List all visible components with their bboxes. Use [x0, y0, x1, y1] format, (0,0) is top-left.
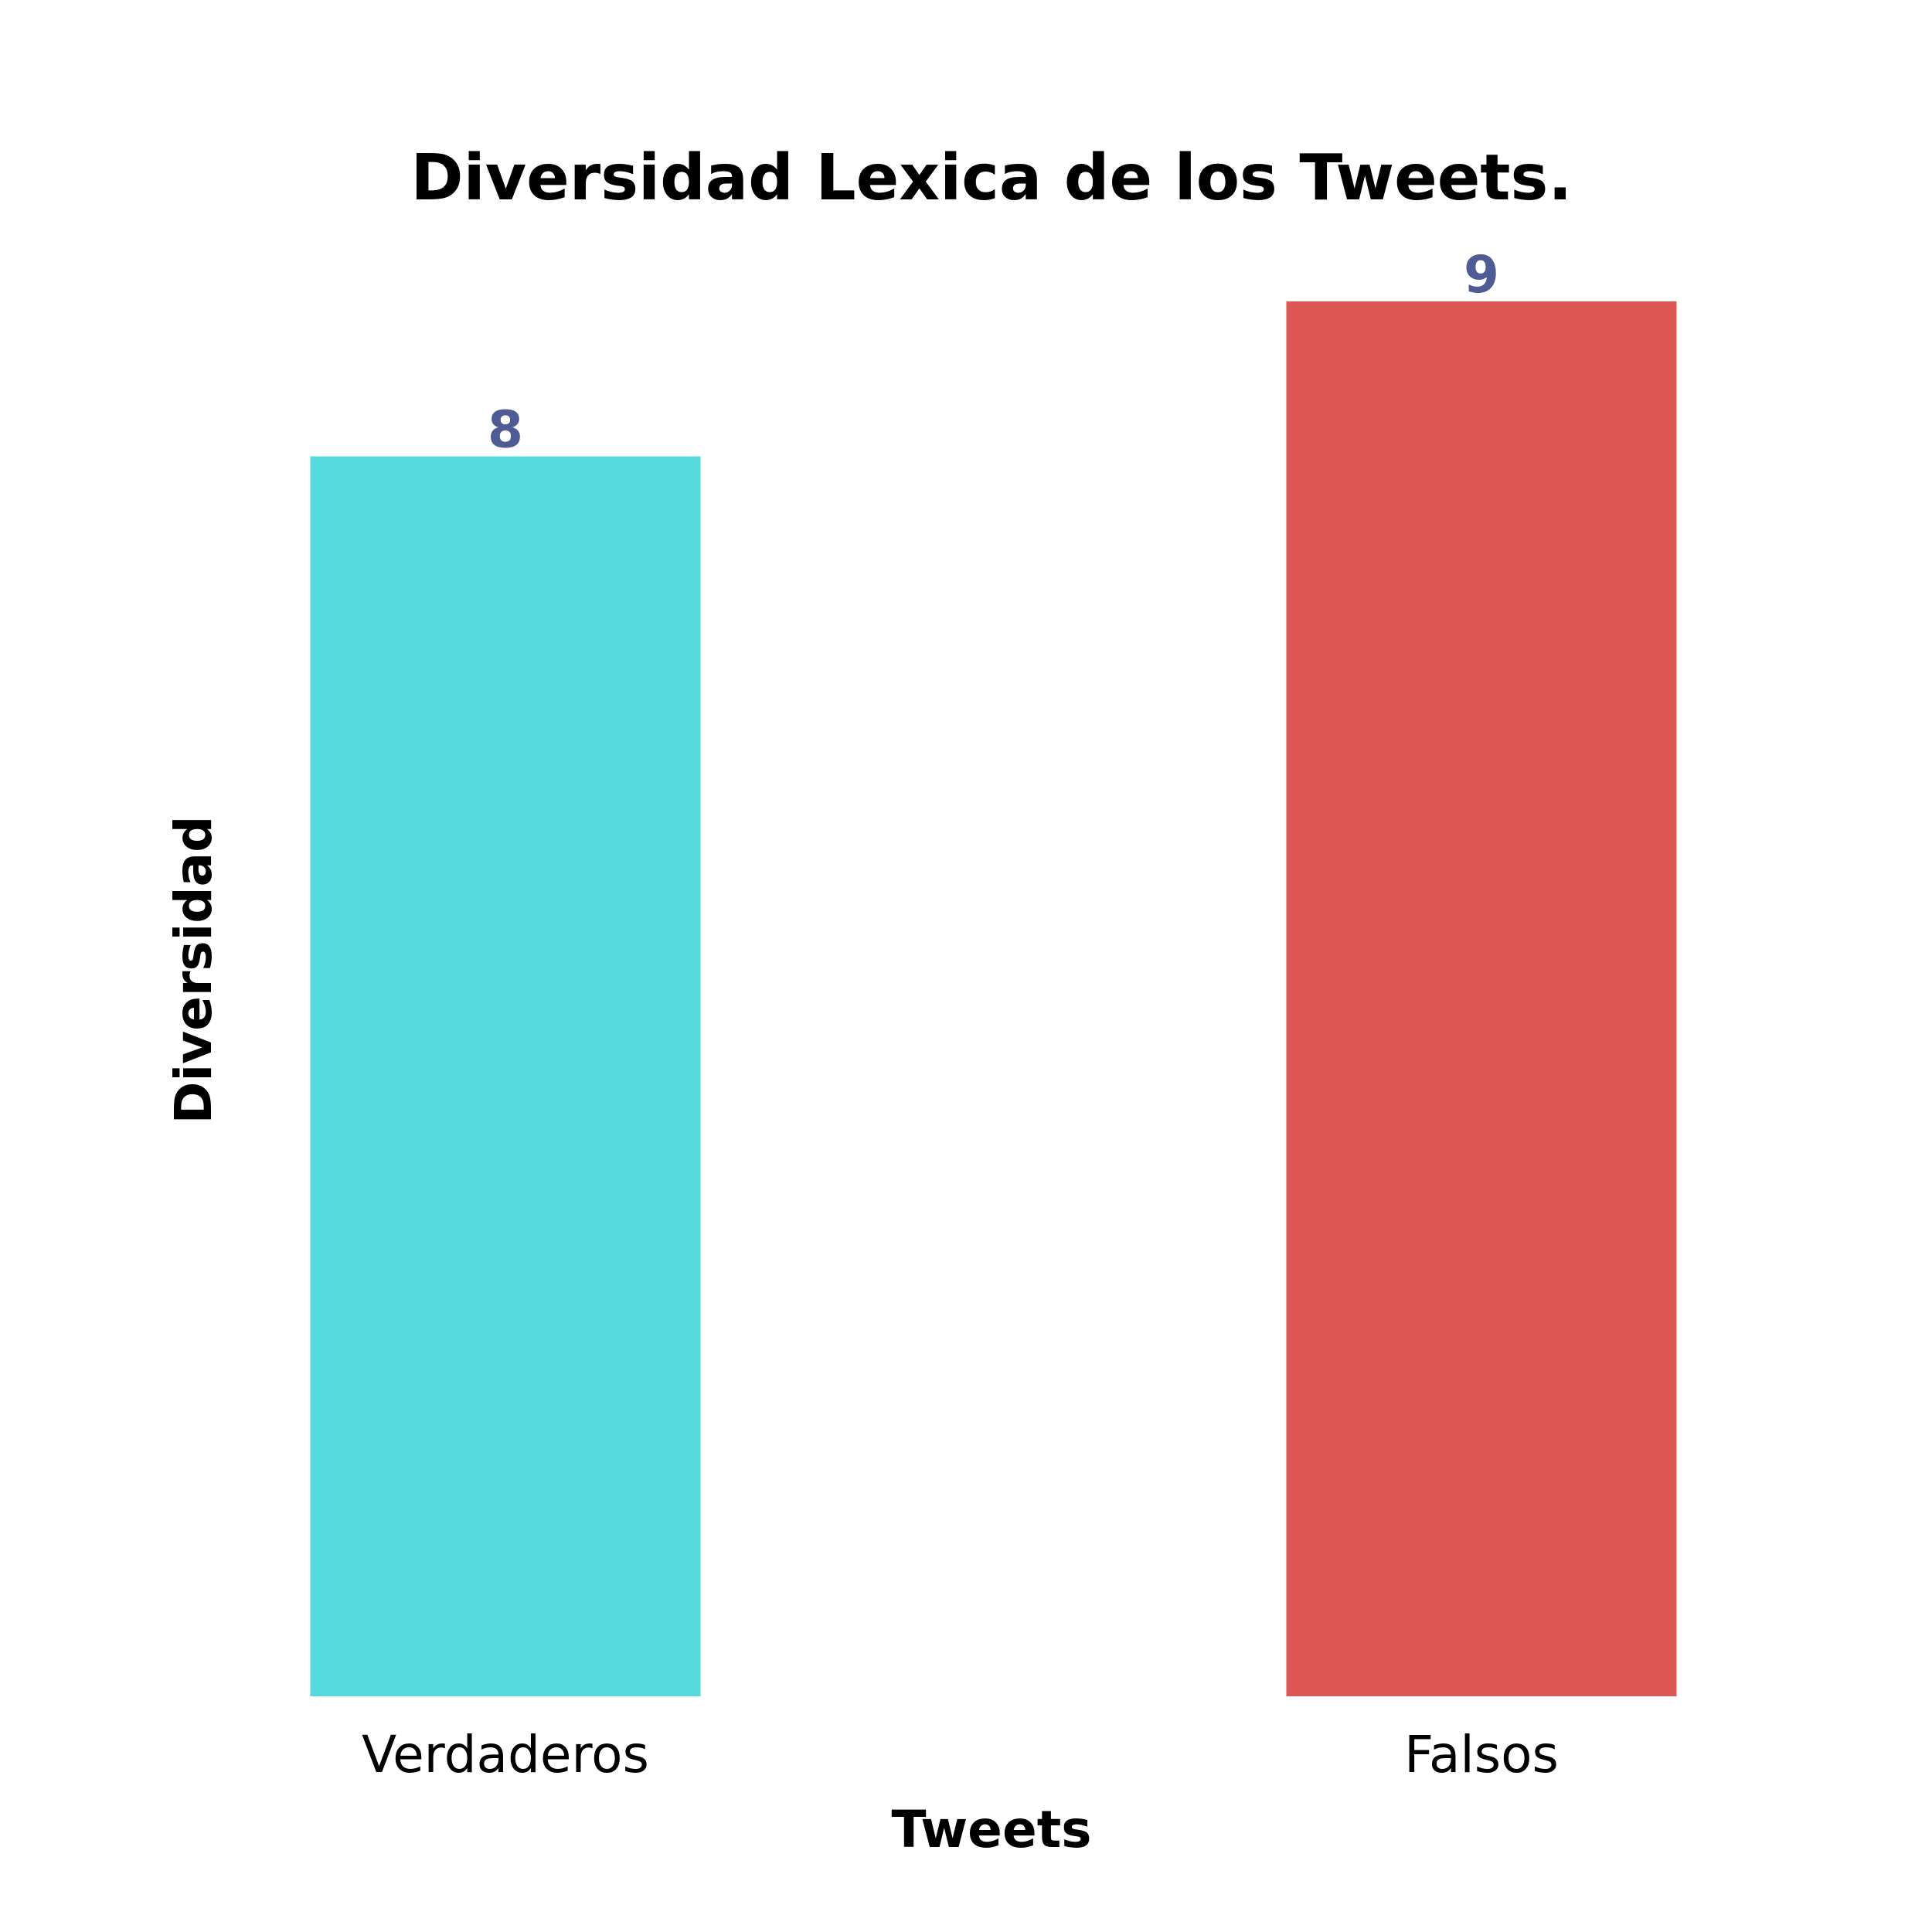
y-axis-label: Diversidad	[164, 816, 223, 1124]
value-label-falsos: 9	[1464, 245, 1499, 304]
x-axis-label: Tweets	[891, 1800, 1091, 1859]
bar-verdaderos	[310, 456, 701, 1696]
x-tick-label-falsos: Falsos	[1404, 1725, 1559, 1784]
chart-title: Diversidad Lexica de los Tweets.	[411, 141, 1573, 215]
labels-group: 8 Verdaderos 9 Falsos	[362, 245, 1559, 1784]
bars-group	[310, 301, 1677, 1696]
value-label-verdaderos: 8	[488, 400, 523, 460]
bar-falsos	[1286, 301, 1677, 1696]
x-tick-label-verdaderos: Verdaderos	[362, 1725, 649, 1784]
